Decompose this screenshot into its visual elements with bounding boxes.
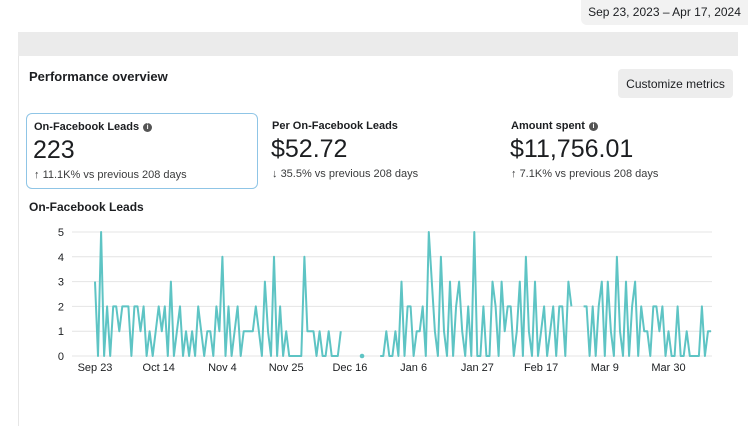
metric-value: 223 xyxy=(33,136,75,164)
metric-change-text: 11.1K% vs previous 208 days xyxy=(42,169,187,181)
metric-label: Amount spent i xyxy=(511,120,598,132)
x-tick-label: Jan 27 xyxy=(461,362,494,374)
section-title: Performance overview xyxy=(29,69,168,84)
metric-change-text: 35.5% vs previous 208 days xyxy=(280,168,419,180)
metric-label-text: On-Facebook Leads xyxy=(34,121,140,133)
y-tick-label: 0 xyxy=(58,351,64,363)
metric-card-amount-spent[interactable]: Amount spent i $11,756.01 ↑ 7.1K% vs pre… xyxy=(504,113,736,189)
x-tick-label: Mar 30 xyxy=(651,362,685,374)
date-range-picker[interactable]: Sep 23, 2023 – Apr 17, 2024 xyxy=(581,0,748,25)
x-tick-label: Mar 9 xyxy=(591,362,619,374)
y-tick-label: 3 xyxy=(58,277,64,289)
header-band xyxy=(18,32,738,56)
x-tick-label: Feb 17 xyxy=(524,362,558,374)
info-icon[interactable]: i xyxy=(143,122,153,132)
info-icon[interactable]: i xyxy=(588,121,598,131)
arrow-up-icon: ↑ xyxy=(34,169,40,181)
x-tick-label: Sep 23 xyxy=(78,362,113,374)
arrow-down-icon: ↓ xyxy=(272,168,278,180)
metric-change: ↓ 35.5% vs previous 208 days xyxy=(272,168,418,180)
series-line xyxy=(94,231,342,357)
y-tick-label: 4 xyxy=(58,252,64,264)
y-tick-label: 5 xyxy=(58,227,64,239)
y-tick-label: 1 xyxy=(58,326,64,338)
metric-card-leads[interactable]: On-Facebook Leads i 223 ↑ 11.1K% vs prev… xyxy=(26,113,258,189)
y-tick-label: 2 xyxy=(58,301,64,313)
metric-label: On-Facebook Leads i xyxy=(34,121,153,133)
metric-value: $11,756.01 xyxy=(510,135,634,163)
metric-label-text: Per On-Facebook Leads xyxy=(272,120,398,132)
metric-change: ↑ 11.1K% vs previous 208 days xyxy=(34,169,187,181)
x-tick-label: Dec 16 xyxy=(332,362,367,374)
chart-title: On-Facebook Leads xyxy=(29,200,144,214)
metric-value: $52.72 xyxy=(271,135,348,163)
customize-metrics-button[interactable]: Customize metrics xyxy=(618,69,733,98)
series-line xyxy=(583,255,711,357)
series-line xyxy=(380,231,573,357)
x-tick-label: Nov 4 xyxy=(208,362,237,374)
panel-border xyxy=(18,56,19,426)
metric-card-cost-per-lead[interactable]: Per On-Facebook Leads $52.72 ↓ 35.5% vs … xyxy=(265,113,497,189)
x-tick-label: Oct 14 xyxy=(143,362,175,374)
data-point xyxy=(359,353,365,359)
metric-label: Per On-Facebook Leads xyxy=(272,120,398,132)
x-tick-label: Nov 25 xyxy=(269,362,304,374)
metric-label-text: Amount spent xyxy=(511,120,585,132)
arrow-up-icon: ↑ xyxy=(511,168,517,180)
metric-change-text: 7.1K% vs previous 208 days xyxy=(519,168,659,180)
metric-change: ↑ 7.1K% vs previous 208 days xyxy=(511,168,658,180)
x-tick-label: Jan 6 xyxy=(400,362,427,374)
